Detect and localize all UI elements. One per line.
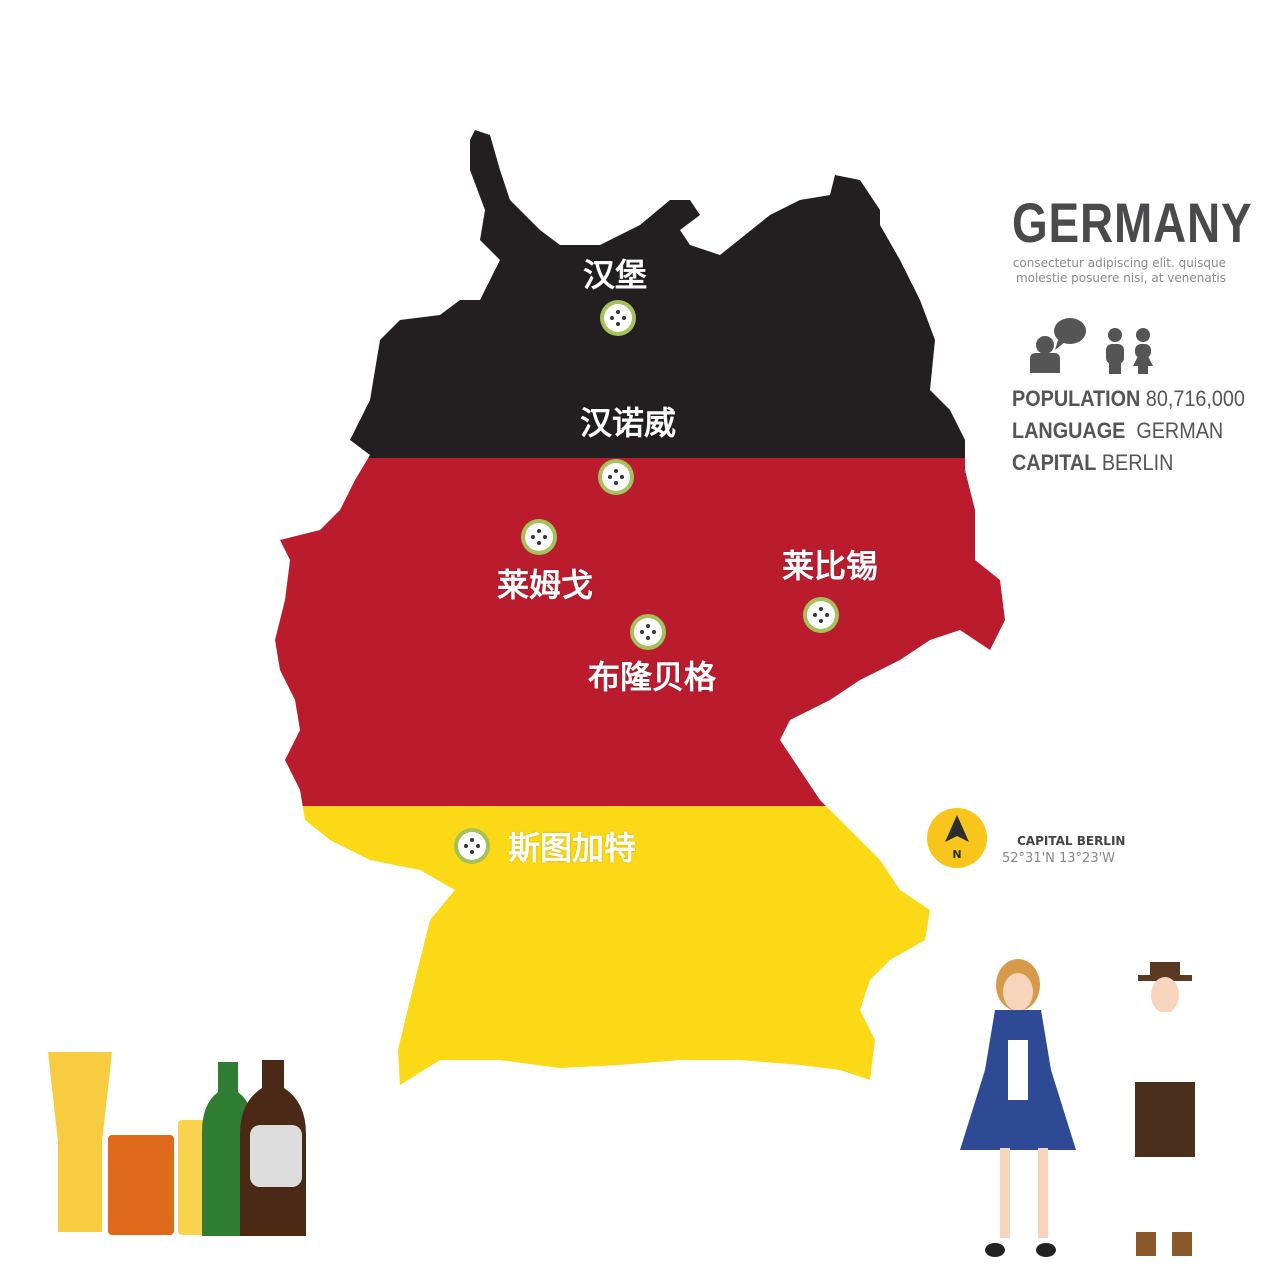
city-marker-icon[interactable] <box>454 828 490 864</box>
stat-label: POPULATION <box>1012 386 1141 411</box>
city-label-hannover: 汉诺威 <box>579 404 677 442</box>
stat-label: CAPITAL <box>1012 450 1097 475</box>
compass-letter: N <box>952 848 961 861</box>
stat-capital: CAPITAL BERLIN <box>1012 450 1173 476</box>
stat-value: GERMAN <box>1136 418 1224 443</box>
country-title: GERMANY <box>1012 191 1253 254</box>
man-in-lederhosen-illustration <box>1132 962 1198 1256</box>
beer-bottle-icon <box>202 1060 306 1236</box>
stat-value: BERLIN <box>1101 450 1174 475</box>
city-marker-icon[interactable] <box>600 300 636 336</box>
woman-in-dirndl-illustration <box>960 959 1076 1257</box>
stat-population: POPULATION 80,716,000 <box>1012 386 1245 412</box>
city-label-stuttgart: 斯图加特 <box>507 829 637 867</box>
city-label-lemgo: 莱姆戈 <box>496 566 594 604</box>
country-description: consectetur adipiscing elit. quisque mol… <box>1012 256 1226 285</box>
city-label-leipzig: 莱比锡 <box>781 547 879 585</box>
speech-person-icon <box>1030 318 1086 373</box>
stat-language: LANGUAGE GERMAN <box>1012 418 1223 444</box>
man-icon <box>1106 328 1124 374</box>
city-marker-icon[interactable] <box>598 459 634 495</box>
stat-value: 80,716,000 <box>1145 386 1245 411</box>
city-label-bamberg: 布隆贝格 <box>587 658 717 696</box>
city-marker-icon[interactable] <box>521 519 557 555</box>
capital-marker-title: CAPITAL BERLIN <box>1017 834 1126 848</box>
compass-icon: N <box>927 808 987 868</box>
city-label-hamburg: 汉堡 <box>582 256 648 294</box>
city-marker-icon[interactable] <box>803 597 839 633</box>
capital-coordinates: 52°31'N 13°23'W <box>1002 851 1116 866</box>
stat-label: LANGUAGE <box>1012 418 1126 443</box>
woman-icon <box>1133 328 1153 374</box>
city-marker-icon[interactable] <box>630 614 666 650</box>
